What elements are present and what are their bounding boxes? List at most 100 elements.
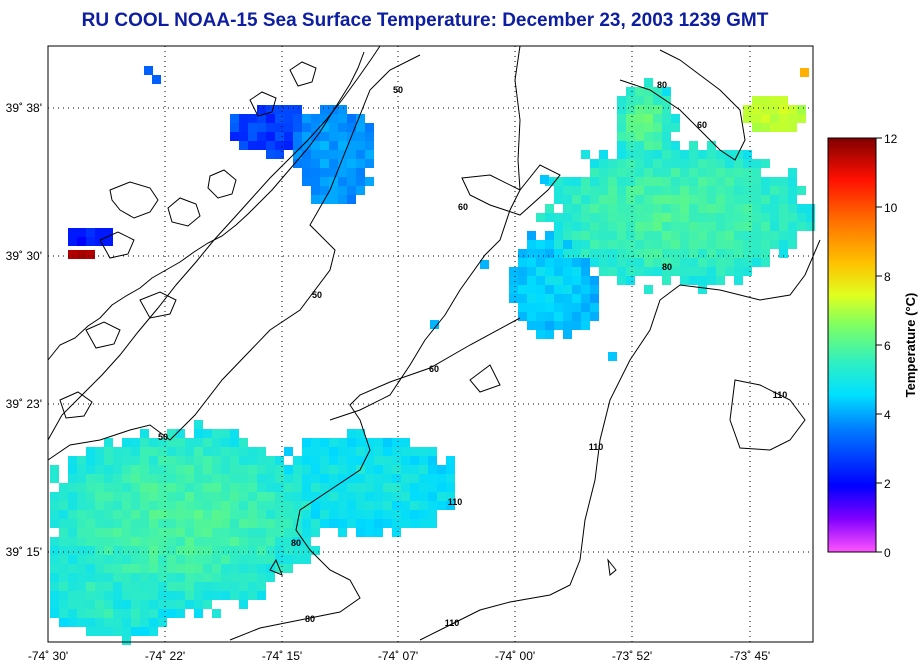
sst-pixel xyxy=(239,510,248,519)
sst-pixel xyxy=(599,213,608,222)
sst-pixel xyxy=(725,249,734,258)
sst-pixel xyxy=(248,510,257,519)
sst-pixel xyxy=(446,501,455,510)
sst-pixel xyxy=(554,213,563,222)
longitude-tick-label: -74˚ 22' xyxy=(145,649,185,663)
sst-pixel xyxy=(140,618,149,627)
sst-pixel xyxy=(230,510,239,519)
sst-pixel xyxy=(446,456,455,465)
sst-pixel xyxy=(86,546,95,555)
sst-pixel xyxy=(545,312,554,321)
sst-pixel xyxy=(104,456,113,465)
sst-pixel xyxy=(95,591,104,600)
sst-pixel xyxy=(509,294,518,303)
sst-pixel xyxy=(581,240,590,249)
bathymetry-contours xyxy=(47,45,821,641)
sst-pixel xyxy=(140,627,149,636)
sst-pixel xyxy=(230,123,239,132)
sst-pixel xyxy=(563,321,572,330)
sst-pixel xyxy=(644,195,653,204)
sst-pixel xyxy=(338,123,347,132)
sst-pixel xyxy=(527,321,536,330)
sst-pixel xyxy=(770,105,779,114)
sst-pixel xyxy=(212,537,221,546)
sst-pixel xyxy=(653,96,662,105)
sst-pixel xyxy=(185,438,194,447)
sst-pixel xyxy=(563,294,572,303)
sst-pixel xyxy=(545,276,554,285)
sst-pixel xyxy=(563,231,572,240)
sst-pixel xyxy=(428,456,437,465)
sst-pixel xyxy=(167,573,176,582)
sst-pixel xyxy=(680,249,689,258)
sst-pixel xyxy=(95,465,104,474)
sst-pixel xyxy=(644,150,653,159)
sst-pixel xyxy=(158,618,167,627)
sst-pixel xyxy=(104,492,113,501)
sst-pixel xyxy=(806,222,815,231)
sst-pixel xyxy=(59,519,68,528)
sst-pixel xyxy=(626,186,635,195)
sst-pixel xyxy=(248,528,257,537)
coastline xyxy=(47,45,381,441)
sst-pixel xyxy=(662,231,671,240)
sst-pixel xyxy=(401,510,410,519)
sst-pixel xyxy=(311,447,320,456)
sst-pixel xyxy=(392,492,401,501)
sst-pixel xyxy=(302,528,311,537)
sst-pixel xyxy=(410,501,419,510)
sst-pixel xyxy=(527,258,536,267)
sst-pixel xyxy=(122,591,131,600)
sst-pixel xyxy=(707,240,716,249)
sst-pixel xyxy=(680,213,689,222)
sst-pixel xyxy=(707,150,716,159)
sst-pixel xyxy=(338,168,347,177)
sst-pixel xyxy=(131,573,140,582)
sst-pixel xyxy=(356,492,365,501)
sst-pixel xyxy=(185,465,194,474)
sst-pixel xyxy=(734,258,743,267)
sst-pixel xyxy=(554,249,563,258)
sst-pixel xyxy=(617,231,626,240)
sst-pixel xyxy=(140,483,149,492)
sst-pixel xyxy=(212,474,221,483)
sst-pixel xyxy=(707,249,716,258)
colorbar-tick-label: 2 xyxy=(884,477,891,491)
sst-pixel xyxy=(644,249,653,258)
sst-pixel xyxy=(221,483,230,492)
sst-pixel xyxy=(59,528,68,537)
sst-pixel xyxy=(68,456,77,465)
sst-pixel xyxy=(122,447,131,456)
sst-pixel xyxy=(392,528,401,537)
sst-pixel xyxy=(284,519,293,528)
sst-pixel xyxy=(122,492,131,501)
sst-pixel xyxy=(383,438,392,447)
sst-pixel xyxy=(725,195,734,204)
sst-pixel xyxy=(176,600,185,609)
sst-pixel xyxy=(743,213,752,222)
sst-pixel xyxy=(266,528,275,537)
latitude-tick-label: 39˚ 38' xyxy=(6,101,42,115)
sst-pixel xyxy=(266,132,275,141)
sst-pixel xyxy=(320,123,329,132)
sst-pixel xyxy=(95,228,104,237)
colorbar: 12 10 8 6 4 2 0 Temperature (°C) xyxy=(827,132,918,560)
sst-pixel xyxy=(761,213,770,222)
sst-pixel xyxy=(122,456,131,465)
sst-pixel xyxy=(635,141,644,150)
sst-pixel xyxy=(653,231,662,240)
sst-pixel xyxy=(743,195,752,204)
sst-pixel xyxy=(401,519,410,528)
sst-pixel xyxy=(302,456,311,465)
sst-pixel xyxy=(68,465,77,474)
sst-pixel xyxy=(68,591,77,600)
sst-pixel xyxy=(158,546,167,555)
sst-pixel xyxy=(320,519,329,528)
sst-pixel xyxy=(257,465,266,474)
sst-pixel xyxy=(329,195,338,204)
sst-pixel xyxy=(266,141,275,150)
sst-pixel xyxy=(365,465,374,474)
sst-pixel xyxy=(77,528,86,537)
sst-pixel xyxy=(320,141,329,150)
sst-pixel xyxy=(653,258,662,267)
